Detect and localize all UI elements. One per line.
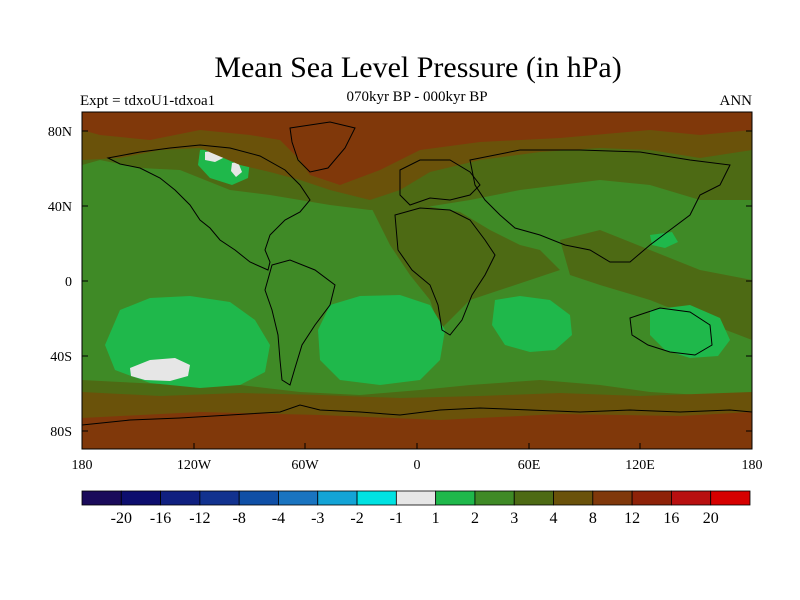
axis-ticks [81, 130, 753, 449]
colorbar-label: -12 [189, 510, 210, 527]
map-title: Mean Sea Level Pressure (in hPa) [214, 51, 622, 84]
colorbar-label: 16 [663, 510, 679, 527]
colorbar-swatch [474, 490, 515, 506]
colorbar-label: 3 [510, 510, 518, 527]
lat-label: 40S [50, 350, 72, 365]
colorbar-swatch [671, 490, 712, 506]
lat-label: 80N [48, 125, 72, 140]
coastlines [82, 121, 752, 426]
coastline-asia [469, 149, 731, 263]
lat-label: 0 [65, 275, 72, 290]
colorbar-label: 1 [432, 510, 440, 527]
colorbar-label: -20 [111, 510, 132, 527]
colorbar-swatch [395, 490, 437, 506]
map-subtitle: 070kyr BP - 000kyr BP [346, 89, 488, 105]
colorbar-swatch [120, 490, 161, 506]
map-region-white-hudson [231, 162, 242, 177]
map-region-olive [370, 205, 560, 330]
colorbar-label: -16 [150, 510, 171, 527]
colorbar-swatch [278, 490, 319, 506]
colorbar-label: -3 [311, 510, 324, 527]
colorbar-swatch [435, 490, 476, 506]
map-region-red-brown-antarctic [82, 412, 752, 449]
colorbar-swatch [710, 490, 751, 506]
coastline-south-america [264, 259, 336, 386]
map-region-bright-green-indian [492, 296, 572, 352]
colorbar-label: 2 [471, 510, 479, 527]
coastline-australia [629, 307, 713, 356]
lon-label: 180 [742, 458, 763, 473]
colorbar-swatch [356, 490, 397, 506]
map-region-red-brown-arctic [82, 112, 752, 185]
colorbar-swatch [631, 490, 672, 506]
lon-label: 60E [518, 458, 541, 473]
coastline-africa [394, 207, 496, 336]
colorbar-swatch [592, 490, 633, 506]
lat-label: 80S [50, 425, 72, 440]
lon-label: 120E [625, 458, 655, 473]
map-region-bright-green-asia [650, 232, 678, 248]
colorbar-swatch [553, 490, 594, 506]
colorbar [81, 490, 751, 506]
coastline-north-america [106, 144, 311, 271]
lon-labels: 180 120W 60W 0 60E 120E 180 [72, 458, 763, 473]
map-region-bright-green-australia [650, 305, 730, 358]
colorbar-label: -4 [272, 510, 285, 527]
colorbar-swatch [81, 490, 122, 506]
season-label: ANN [719, 93, 753, 109]
colorbar-label: 12 [624, 510, 640, 527]
lon-label: 0 [414, 458, 421, 473]
colorbar-swatch [160, 490, 201, 506]
colorbar-labels: -20 -16 -12 -8 -4 -3 -2 -1 1 2 3 4 8 12 16 20 [111, 510, 719, 527]
colorbar-label: -1 [390, 510, 403, 527]
colorbar-swatch [238, 490, 279, 506]
coastline-antarctica [82, 404, 752, 426]
experiment-label: Expt = tdxoU1-tdxoa1 [80, 93, 216, 109]
map-plot-area [82, 112, 752, 449]
colorbar-swatch [317, 490, 358, 506]
map-region-bright-green-atlantic [318, 295, 445, 385]
colorbar-label: 8 [589, 510, 597, 527]
colorbar-swatch [513, 490, 554, 506]
lon-label: 60W [291, 458, 319, 473]
lat-labels: 80N 40N 0 40S 80S [48, 125, 72, 440]
lon-label: 180 [72, 458, 93, 473]
colorbar-label: -2 [350, 510, 363, 527]
colorbar-label: 4 [550, 510, 558, 527]
map-region-white-south-pacific [130, 358, 190, 381]
coastline-europe [399, 159, 481, 206]
lat-label: 40N [48, 200, 72, 215]
coastline-greenland [289, 121, 356, 173]
colorbar-swatch [199, 490, 240, 506]
colorbar-label: -8 [233, 510, 246, 527]
lon-label: 120W [177, 458, 212, 473]
colorbar-label: 20 [703, 510, 719, 527]
